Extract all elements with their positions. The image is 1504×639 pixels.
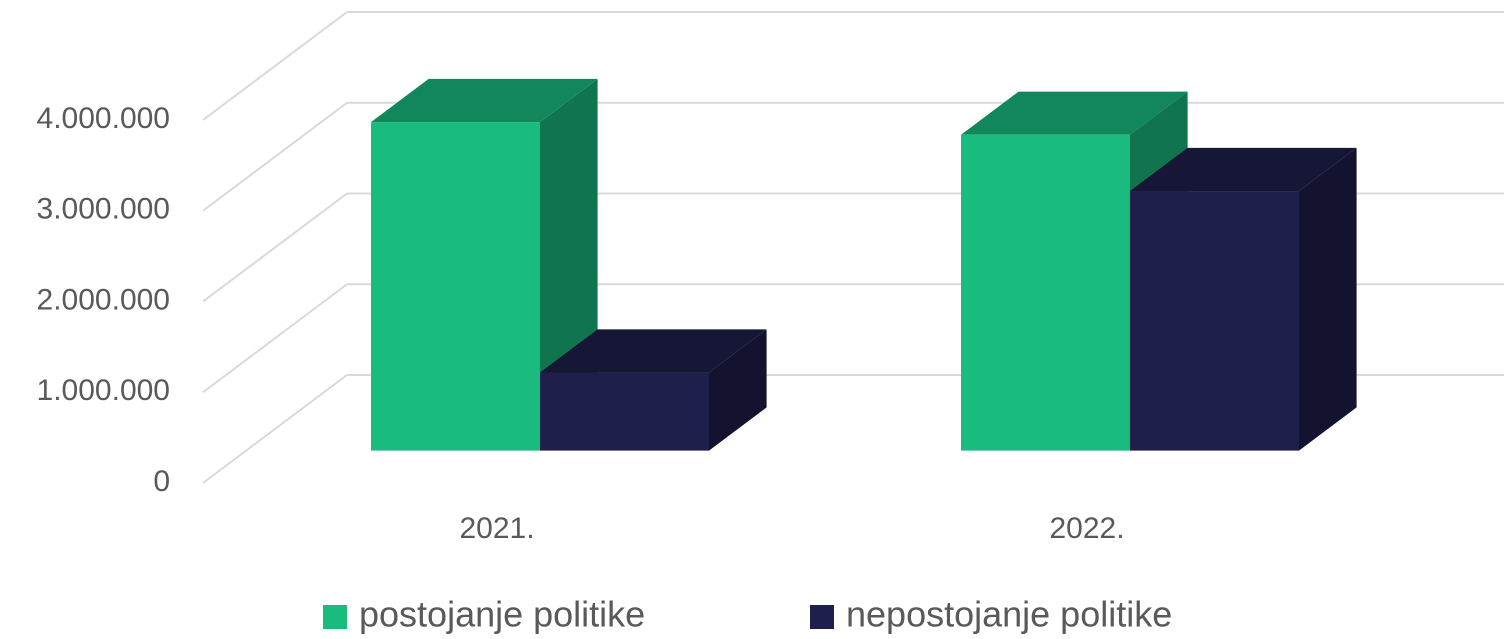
grid-line xyxy=(202,101,348,212)
bar xyxy=(540,329,767,451)
y-tick-label: 2.000.000 xyxy=(37,283,170,316)
legend-label: nepostojanje politike xyxy=(846,594,1172,635)
x-tick-label: 2022. xyxy=(1049,512,1124,545)
bar-front xyxy=(961,134,1130,451)
bar-side xyxy=(1299,147,1357,451)
y-tick-label: 1.000.000 xyxy=(37,374,170,407)
y-tick-label: 3.000.000 xyxy=(37,193,170,226)
y-tick-label: 0 xyxy=(153,465,170,498)
grid-line xyxy=(202,192,348,303)
bar-side xyxy=(709,329,767,451)
y-tick-label: 4.000.000 xyxy=(37,102,170,135)
bar-top xyxy=(540,329,767,373)
bar-top xyxy=(371,78,598,123)
bar-front xyxy=(1130,191,1299,451)
legend-swatch xyxy=(323,605,347,629)
bar-front xyxy=(371,122,540,451)
bar-top xyxy=(961,91,1188,135)
bar-front xyxy=(540,372,709,451)
legend-label: postojanje politike xyxy=(359,594,645,635)
x-tick-label: 2021. xyxy=(459,512,534,545)
grid-line xyxy=(202,374,348,484)
bar xyxy=(1130,147,1357,451)
grid-line xyxy=(202,11,348,121)
bar-top xyxy=(1130,147,1357,192)
grid-line xyxy=(202,283,348,394)
legend-swatch xyxy=(810,605,834,629)
